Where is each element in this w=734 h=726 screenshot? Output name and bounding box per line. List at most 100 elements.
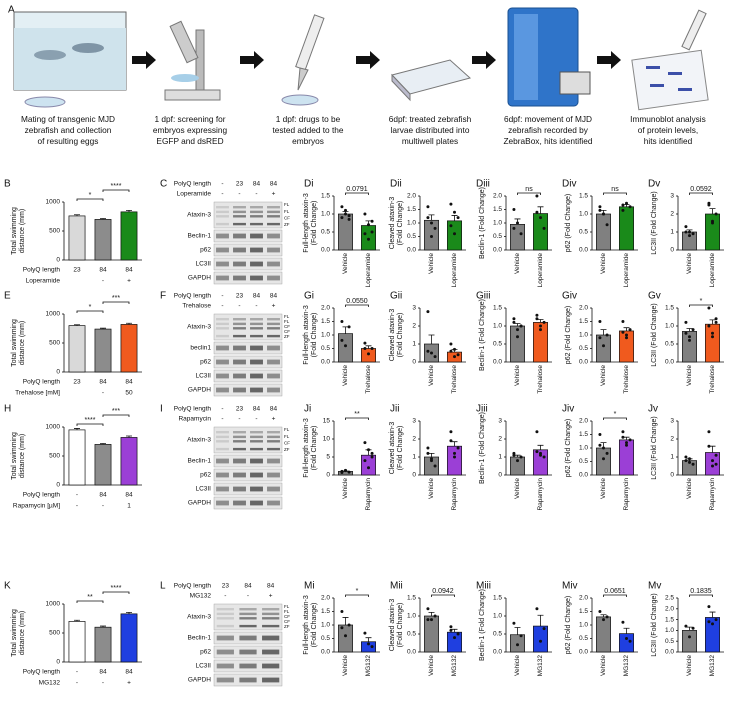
blot-band bbox=[250, 327, 263, 330]
y-tick-label: 2.0 bbox=[579, 595, 588, 602]
error-bar bbox=[709, 208, 716, 214]
blot-band bbox=[216, 500, 229, 506]
blot-header-label: Loperamide bbox=[177, 191, 212, 198]
blot-strip bbox=[213, 271, 283, 285]
step-caption: of protein levels, bbox=[638, 125, 698, 135]
error-bar bbox=[126, 612, 132, 614]
error-bar bbox=[537, 614, 544, 627]
data-point bbox=[691, 462, 695, 466]
significance-bracket bbox=[345, 594, 369, 597]
data-point bbox=[430, 221, 433, 225]
table-cell: - bbox=[76, 669, 78, 676]
table-cell: 84 bbox=[125, 379, 133, 386]
blot-row-label: Ataxin-3 bbox=[187, 324, 211, 331]
y-tick-label: 2 bbox=[412, 323, 416, 330]
blot-band bbox=[216, 431, 229, 434]
table-cell: - bbox=[76, 503, 78, 510]
error-bar bbox=[514, 454, 521, 457]
blot-band-icon bbox=[678, 88, 692, 91]
fish-icon bbox=[34, 50, 66, 60]
blot-band bbox=[216, 222, 229, 226]
y-tick-label: 2.0 bbox=[665, 606, 674, 613]
y-tick-label: 0.0 bbox=[407, 247, 416, 254]
significance-bracket bbox=[102, 591, 130, 594]
blot-band bbox=[267, 472, 280, 478]
data-point bbox=[711, 331, 714, 335]
significance-label: 0.0651 bbox=[604, 588, 626, 595]
x-tick-label: Vehicle bbox=[428, 478, 435, 499]
data-point bbox=[688, 457, 691, 461]
y-axis-label: (Fold Change) bbox=[397, 313, 404, 358]
panel-label: Miv bbox=[562, 581, 578, 592]
table-cell: 1 bbox=[127, 503, 131, 510]
data-point bbox=[340, 610, 344, 613]
blot-band bbox=[250, 345, 263, 351]
data-point bbox=[370, 219, 374, 223]
y-tick-label: 1.0 bbox=[493, 220, 502, 227]
data-point bbox=[340, 216, 344, 220]
blot-row-label: GAPDH bbox=[188, 500, 211, 507]
blot-header-cell: + bbox=[269, 593, 273, 600]
blot-band bbox=[267, 327, 280, 330]
data-point bbox=[598, 433, 602, 436]
panel-label: Dii bbox=[390, 179, 402, 190]
bar bbox=[94, 328, 112, 373]
blot-band bbox=[267, 345, 280, 351]
x-tick-label: Trehalose bbox=[709, 365, 716, 394]
panel-label: K bbox=[4, 581, 11, 592]
blot-band bbox=[250, 359, 263, 365]
data-point bbox=[516, 643, 519, 647]
blot-row-label: Beclin-1 bbox=[188, 233, 212, 240]
blot-band bbox=[233, 431, 246, 434]
data-point bbox=[344, 634, 347, 638]
bar bbox=[120, 324, 138, 373]
table-cell: 84 bbox=[99, 267, 107, 274]
blot-row-label: Ataxin-3 bbox=[187, 212, 211, 219]
data-point bbox=[621, 330, 625, 334]
blot-row-label: GAPDH bbox=[188, 387, 211, 394]
y-tick-label: 0 bbox=[412, 472, 416, 479]
panel-label: E bbox=[4, 291, 11, 302]
data-point bbox=[621, 430, 625, 434]
error-bar bbox=[365, 345, 372, 349]
x-tick-label: MG132 bbox=[365, 655, 372, 677]
data-point bbox=[370, 230, 374, 234]
blot-header-cell: 84 bbox=[253, 293, 261, 300]
y-tick-label: 2.0 bbox=[321, 305, 330, 312]
significance-label: **** bbox=[111, 183, 122, 190]
y-tick-label: 1 bbox=[670, 454, 674, 461]
data-point bbox=[625, 443, 628, 447]
blot-marker: ZF bbox=[284, 624, 290, 629]
significance-label: **** bbox=[111, 585, 122, 592]
data-point bbox=[363, 441, 367, 445]
blot-header-cell: 84 bbox=[244, 583, 252, 590]
error-bar bbox=[537, 444, 544, 450]
y-axis-label: Cleaved ataxin-3 bbox=[389, 309, 396, 362]
error-bar bbox=[709, 319, 716, 325]
data-point bbox=[535, 317, 539, 321]
blot-header-label: PolyQ length bbox=[174, 293, 212, 300]
data-point bbox=[363, 341, 367, 345]
blot-row-label: LC3II bbox=[195, 261, 211, 268]
error-bar bbox=[74, 619, 80, 622]
blot-band bbox=[216, 624, 234, 628]
panel-label: Div bbox=[562, 179, 576, 190]
significance-bracket bbox=[689, 594, 713, 597]
blot-row-label: p62 bbox=[200, 359, 211, 366]
blot-band bbox=[262, 612, 280, 616]
data-point bbox=[711, 335, 714, 339]
data-point bbox=[621, 620, 625, 624]
blot-header-cell: 84 bbox=[270, 181, 278, 188]
x-tick-label: Rapamycin bbox=[451, 478, 458, 511]
blot-band bbox=[250, 334, 263, 338]
error-bar bbox=[74, 324, 80, 326]
y-tick-label: 1.5 bbox=[665, 616, 674, 623]
table-cell: 84 bbox=[125, 267, 133, 274]
data-point bbox=[711, 622, 714, 626]
data-point bbox=[691, 626, 695, 630]
data-point bbox=[426, 607, 430, 611]
table-cell: 23 bbox=[73, 267, 81, 274]
y-tick-label: 0.0 bbox=[665, 649, 674, 656]
data-point bbox=[426, 216, 430, 220]
y-tick-label: 1.5 bbox=[493, 305, 502, 312]
